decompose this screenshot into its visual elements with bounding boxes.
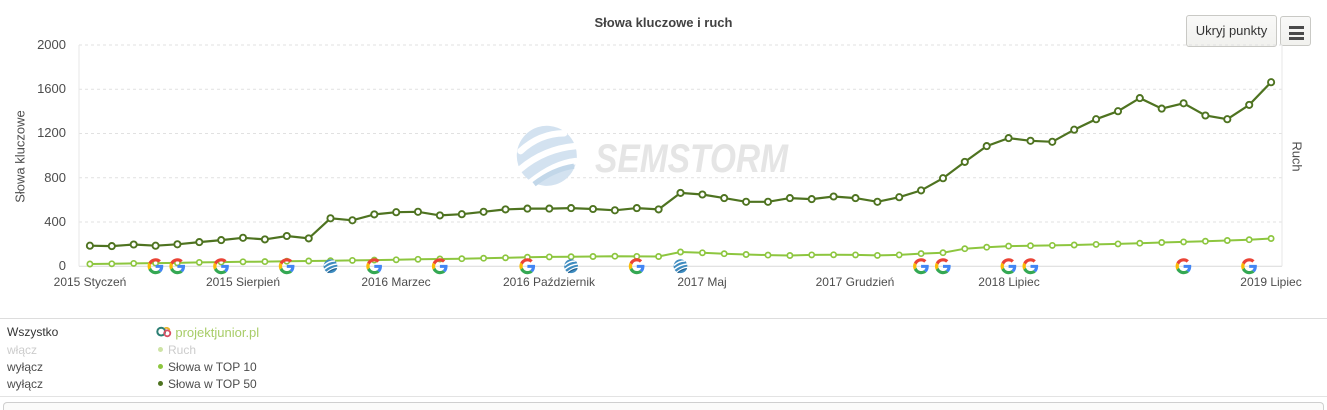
svg-text:SEMSTORM: SEMSTORM [595,137,789,181]
